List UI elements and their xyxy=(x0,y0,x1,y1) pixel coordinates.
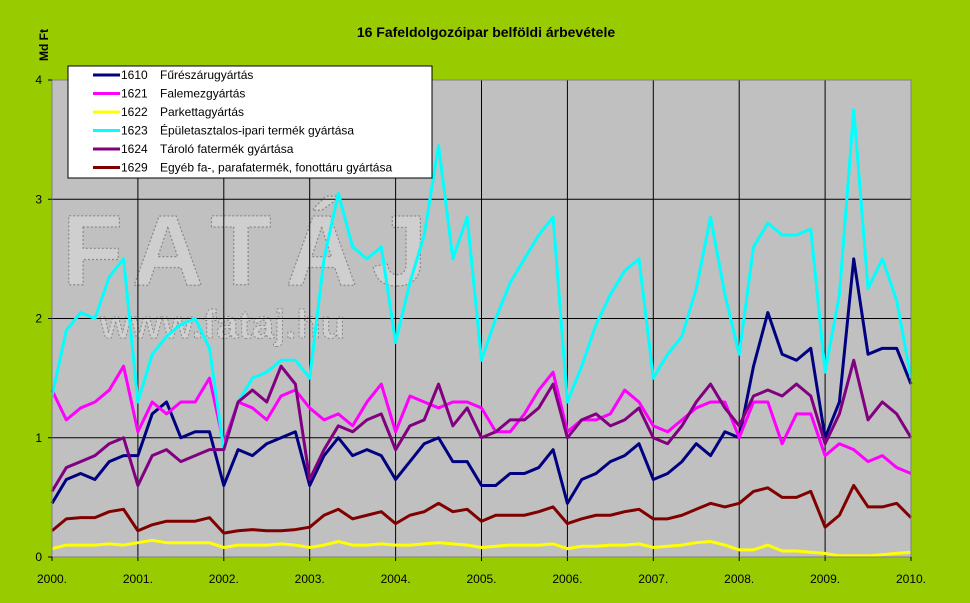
y-tick-label: 3 xyxy=(35,192,42,206)
x-tick-label: 2005. xyxy=(466,572,496,586)
chart-title: 16 Fafeldolgozóipar belföldi árbevétele xyxy=(357,24,615,40)
legend-label: Egyéb fa-, parafatermék, fonottáru gyárt… xyxy=(160,161,392,175)
watermark-logo-text: FATÁJ xyxy=(62,195,441,307)
series-lines xyxy=(50,108,913,558)
legend-label: Parkettagyártás xyxy=(160,105,244,119)
watermark-url-text: www.fataj.hu xyxy=(99,303,345,347)
legend-code: 1621 xyxy=(121,87,148,101)
watermark-logo: FATÁJ www.fataj.hu xyxy=(61,194,441,347)
x-axis: 2000. 2001. 2002. 2003. 2004. 2005. 2006. 2007.… xyxy=(37,557,926,586)
legend-code: 1610 xyxy=(121,68,148,82)
legend-label: Falemezgyártás xyxy=(160,87,245,101)
y-tick-label: 0 xyxy=(35,550,42,564)
legend-code: 1622 xyxy=(121,105,148,119)
legend-code: 1624 xyxy=(121,142,148,156)
y-tick-label: 1 xyxy=(35,431,42,445)
x-tick-label: 2000. xyxy=(37,572,67,586)
legend-code: 1623 xyxy=(121,124,148,138)
x-tick-label: 2003. xyxy=(295,572,325,586)
y-tick-label: 4 xyxy=(35,73,42,87)
x-tick-label: 2010. xyxy=(896,572,926,586)
x-tick-label: 2001. xyxy=(123,572,153,586)
legend: 1610 Fűrészárugyártás 1621 Falemezgyártás 16… xyxy=(67,65,433,179)
x-tick-label: 2009. xyxy=(810,572,840,586)
legend-box xyxy=(67,65,433,179)
x-tick-label: 2004. xyxy=(381,572,411,586)
y-axis-label: Md Ft xyxy=(37,29,51,61)
x-tick-label: 2008. xyxy=(724,572,754,586)
legend-code: 1629 xyxy=(121,161,148,175)
legend-label: Épületasztalos-ipari termék gyártása xyxy=(160,123,354,138)
y-axis: 0 1 2 3 4 xyxy=(35,73,52,564)
y-tick-label: 2 xyxy=(35,312,42,326)
legend-label: Fűrészárugyártás xyxy=(160,68,253,82)
x-tick-label: 2006. xyxy=(552,572,582,586)
x-tick-label: 2007. xyxy=(638,572,668,586)
legend-label: Tároló fatermék gyártása xyxy=(160,142,294,156)
x-tick-label: 2002. xyxy=(209,572,239,586)
